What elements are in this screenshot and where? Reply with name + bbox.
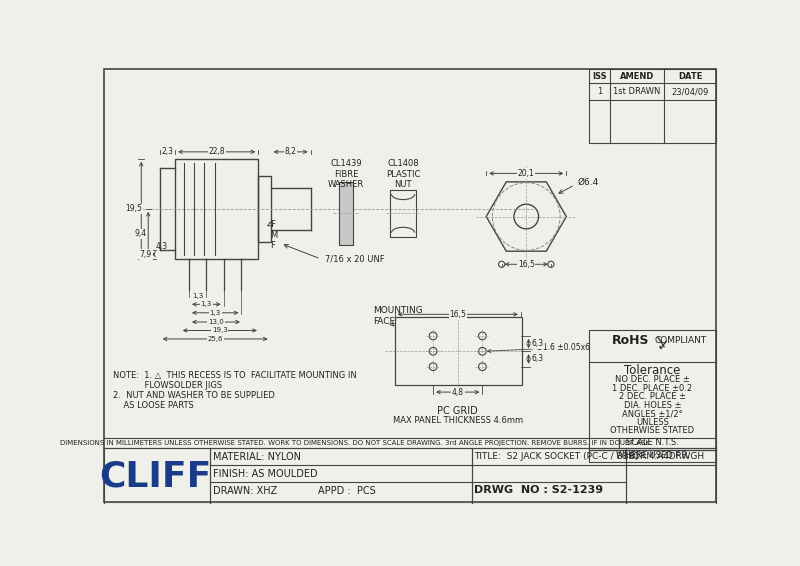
Bar xyxy=(258,175,270,242)
Text: COMPLIANT: COMPLIANT xyxy=(655,336,707,345)
Bar xyxy=(103,448,210,504)
Bar xyxy=(589,70,717,143)
Text: FORM:A4DRWGH: FORM:A4DRWGH xyxy=(628,452,704,461)
Text: ✓: ✓ xyxy=(657,338,670,353)
Bar xyxy=(175,159,258,259)
Bar xyxy=(589,330,717,450)
Text: 13,0: 13,0 xyxy=(208,319,224,325)
Text: 1 DEC. PLACE ±0.2: 1 DEC. PLACE ±0.2 xyxy=(613,384,693,393)
Text: Tolerance: Tolerance xyxy=(624,364,681,377)
Bar xyxy=(394,318,522,385)
Text: 4,8: 4,8 xyxy=(452,388,464,397)
Text: 6,3: 6,3 xyxy=(532,339,544,348)
Text: DRAWN: XHZ: DRAWN: XHZ xyxy=(213,486,277,496)
Text: 19,5: 19,5 xyxy=(125,204,142,213)
Text: F
M
F: F M F xyxy=(270,220,277,250)
Text: FINISH: AS MOULDED: FINISH: AS MOULDED xyxy=(213,469,318,479)
Text: 25,6: 25,6 xyxy=(207,336,223,342)
Text: DIA. HOLES ±: DIA. HOLES ± xyxy=(624,401,682,410)
Text: 1,3: 1,3 xyxy=(192,293,203,299)
Bar xyxy=(339,182,353,245)
Text: MATERIAL: NYLON: MATERIAL: NYLON xyxy=(213,452,301,462)
Text: MAX PANEL THICKNESS 4.6mm: MAX PANEL THICKNESS 4.6mm xyxy=(393,416,523,425)
Text: 7/16 x 20 UNF: 7/16 x 20 UNF xyxy=(326,254,385,263)
Text: TITLE:  S2 JACK SOCKET (PC-C / BBB): TITLE: S2 JACK SOCKET (PC-C / BBB) xyxy=(474,452,638,461)
Text: NO DEC. PLACE ±: NO DEC. PLACE ± xyxy=(615,375,690,384)
Text: SCALE N.T.S.: SCALE N.T.S. xyxy=(626,439,679,447)
Text: DIMENSIONS IN MILLIMETERS UNLESS OTHERWISE STATED. WORK TO DIMENSIONS. DO NOT SC: DIMENSIONS IN MILLIMETERS UNLESS OTHERWI… xyxy=(60,440,652,446)
Text: 1: 1 xyxy=(597,87,602,96)
Text: 7,9: 7,9 xyxy=(140,250,152,259)
Text: Ø1.6 ±0.05x6: Ø1.6 ±0.05x6 xyxy=(537,343,590,352)
Text: MOUNTING
FACE: MOUNTING FACE xyxy=(373,306,422,325)
Text: CL1408
PLASTIC
NUT: CL1408 PLASTIC NUT xyxy=(386,159,420,189)
Text: 4,3: 4,3 xyxy=(156,242,168,251)
Bar xyxy=(472,448,626,504)
Bar xyxy=(210,448,472,504)
Text: 19,3: 19,3 xyxy=(212,328,228,333)
Text: 23/04/09: 23/04/09 xyxy=(671,87,709,96)
Text: DRWG  NO : S2-1239: DRWG NO : S2-1239 xyxy=(474,485,603,495)
Text: ANGLES ±1/2°: ANGLES ±1/2° xyxy=(622,409,683,418)
Text: 1,3: 1,3 xyxy=(201,301,212,307)
Bar xyxy=(390,190,416,237)
Text: Ø6.4: Ø6.4 xyxy=(578,177,599,186)
Text: 2,3: 2,3 xyxy=(162,147,174,156)
Text: UNLESS: UNLESS xyxy=(636,418,669,427)
Text: AS LOOSE PARTS: AS LOOSE PARTS xyxy=(113,401,194,410)
Text: PC GRID: PC GRID xyxy=(438,406,478,415)
Text: NOTE:  1. △  THIS RECESS IS TO  FACILITATE MOUNTING IN: NOTE: 1. △ THIS RECESS IS TO FACILITATE … xyxy=(113,371,357,380)
Text: CLIFF: CLIFF xyxy=(100,459,212,493)
Text: 20,1: 20,1 xyxy=(518,169,534,178)
Text: OTHERWISE STATED: OTHERWISE STATED xyxy=(610,426,694,435)
Text: 16,5: 16,5 xyxy=(450,310,466,319)
Text: 9,4: 9,4 xyxy=(134,229,146,238)
Text: 8,2: 8,2 xyxy=(285,147,297,156)
Bar xyxy=(589,450,717,462)
Text: 2.  NUT AND WASHER TO BE SUPPLIED: 2. NUT AND WASHER TO BE SUPPLIED xyxy=(113,392,274,400)
Text: 22,8: 22,8 xyxy=(209,147,225,156)
Text: 1st DRAWN: 1st DRAWN xyxy=(614,87,661,96)
Text: WHERE USED F.R.: WHERE USED F.R. xyxy=(616,452,690,461)
Text: AMEND: AMEND xyxy=(620,72,654,81)
Text: DATE: DATE xyxy=(678,72,702,81)
Text: RoHS: RoHS xyxy=(612,334,650,347)
Text: 16,5: 16,5 xyxy=(518,260,534,269)
Text: ISS: ISS xyxy=(592,72,606,81)
Text: CL1439
FIBRE
WASHER: CL1439 FIBRE WASHER xyxy=(328,159,364,189)
Text: FLOWSOLDER JIGS: FLOWSOLDER JIGS xyxy=(113,381,222,391)
Bar xyxy=(626,448,717,504)
Text: 1,3: 1,3 xyxy=(210,310,221,316)
Text: 2 DEC. PLACE ±: 2 DEC. PLACE ± xyxy=(619,392,686,401)
Text: APPD :  PCS: APPD : PCS xyxy=(318,486,375,496)
Text: 6,3: 6,3 xyxy=(532,354,544,363)
